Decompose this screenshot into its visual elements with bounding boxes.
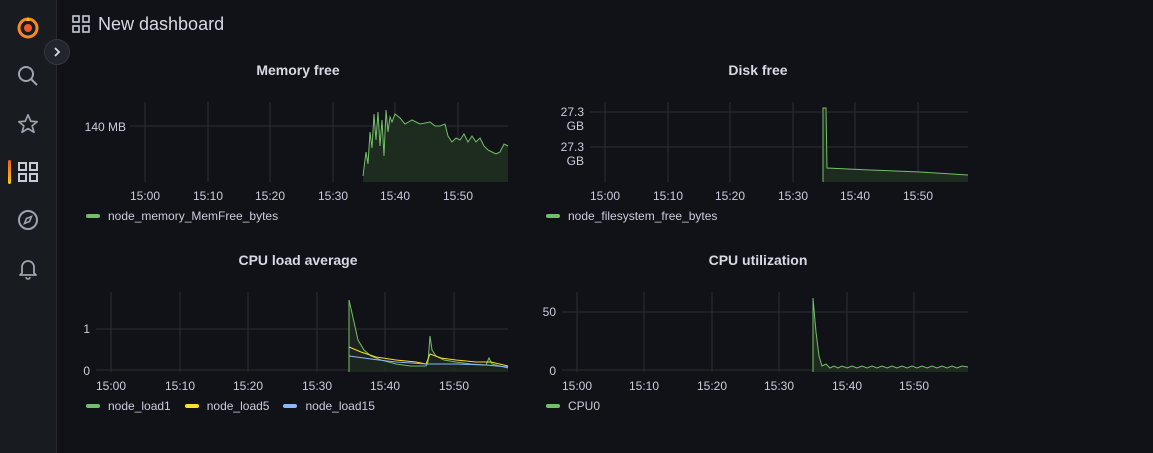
panel-title: Disk free	[728, 62, 788, 78]
legend-item[interactable]: node_memory_MemFree_bytes	[86, 209, 278, 223]
legend-item[interactable]: node_load5	[184, 399, 270, 413]
panel-memory-free[interactable]: Memory free 140 MB 15:00 15:10 15:20 15:…	[80, 56, 516, 232]
legend-item[interactable]: CPU0	[546, 399, 600, 413]
legend-item[interactable]: node_load1	[86, 399, 171, 413]
alerting-bell-icon[interactable]	[0, 248, 56, 288]
panel-cpu-utilization[interactable]: CPU utilization 50 0 15:00 15:10 15:20 1…	[540, 246, 976, 422]
legend-label: node_load5	[206, 399, 270, 413]
x-tick: 15:50	[902, 189, 934, 203]
star-icon[interactable]	[0, 104, 56, 144]
legend-label: node_memory_MemFree_bytes	[108, 209, 279, 223]
x-tick: 15:00	[95, 379, 127, 393]
legend-swatch	[86, 214, 100, 218]
x-tick: 15:00	[561, 379, 593, 393]
y-tick: 1	[83, 322, 90, 336]
x-tick: 15:00	[589, 189, 621, 203]
x-tick: 15:40	[831, 379, 863, 393]
x-tick: 15:30	[777, 189, 809, 203]
page-title[interactable]: New dashboard	[98, 13, 225, 34]
panel-title: Memory free	[256, 62, 340, 78]
legend: CPU0	[546, 399, 600, 413]
cpu-load-graph	[96, 292, 509, 372]
explore-compass-icon[interactable]	[0, 200, 56, 240]
y-tick: 50	[542, 305, 556, 319]
x-tick: 15:20	[232, 379, 264, 393]
x-tick: 15:10	[192, 189, 224, 203]
legend-swatch	[184, 404, 199, 408]
x-tick: 15:10	[164, 379, 196, 393]
x-tick: 15:50	[442, 189, 474, 203]
legend-label: node_load1	[108, 399, 171, 413]
y-tick: 27.3 GB	[560, 140, 584, 168]
legend-swatch	[283, 404, 298, 408]
y-tick: 0	[549, 364, 556, 378]
chevron-right-icon	[54, 47, 61, 57]
x-tick: 15:30	[763, 379, 795, 393]
legend-item[interactable]: node_filesystem_free_bytes	[546, 209, 717, 223]
x-tick: 15:30	[317, 189, 349, 203]
legend: node_memory_MemFree_bytes	[86, 209, 278, 223]
x-tick: 15:40	[379, 189, 411, 203]
disk-free-graph	[590, 102, 969, 182]
panel-title: CPU load average	[238, 252, 358, 268]
x-tick: 15:40	[369, 379, 401, 393]
panel-disk-free[interactable]: Disk free 27.3 GB 27.3 GB 15:00 15:10 15…	[540, 56, 976, 232]
legend-label: CPU0	[568, 399, 601, 413]
x-tick: 15:20	[696, 379, 728, 393]
y-tick: 27.3 GB	[560, 105, 584, 133]
legend-label: node_filesystem_free_bytes	[568, 209, 718, 223]
search-icon[interactable]	[0, 56, 56, 96]
legend-item[interactable]: node_load15	[283, 399, 375, 413]
x-tick: 15:10	[652, 189, 684, 203]
x-tick: 15:40	[839, 189, 871, 203]
legend-swatch	[546, 214, 560, 218]
y-tick: 0	[83, 364, 90, 378]
dashboards-icon[interactable]	[0, 152, 56, 192]
x-tick: 15:50	[438, 379, 470, 393]
legend-swatch	[86, 404, 100, 408]
grafana-logo-icon[interactable]	[0, 8, 56, 48]
x-tick: 15:50	[898, 379, 930, 393]
y-tick: 140 MB	[84, 120, 126, 134]
panel-title: CPU utilization	[708, 252, 808, 268]
dashboard-grid-icon	[72, 15, 90, 33]
x-tick: 15:00	[129, 189, 161, 203]
cpu-utilization-graph	[562, 292, 969, 372]
breadcrumb: New dashboard	[72, 10, 224, 38]
sidebar	[0, 0, 57, 453]
legend-swatch	[546, 404, 560, 408]
panel-cpu-load-average[interactable]: CPU load average 1 0 15:00 15:10 15:20 1…	[80, 246, 516, 422]
x-tick: 15:10	[628, 379, 660, 393]
memory-free-graph	[130, 102, 509, 182]
expand-sidebar-button[interactable]	[44, 39, 70, 65]
x-tick: 15:20	[254, 189, 286, 203]
legend: node_load1 node_load5 node_load15	[86, 399, 375, 413]
legend-label: node_load15	[305, 399, 375, 413]
x-tick: 15:20	[714, 189, 746, 203]
x-tick: 15:30	[301, 379, 333, 393]
legend: node_filesystem_free_bytes	[546, 209, 717, 223]
